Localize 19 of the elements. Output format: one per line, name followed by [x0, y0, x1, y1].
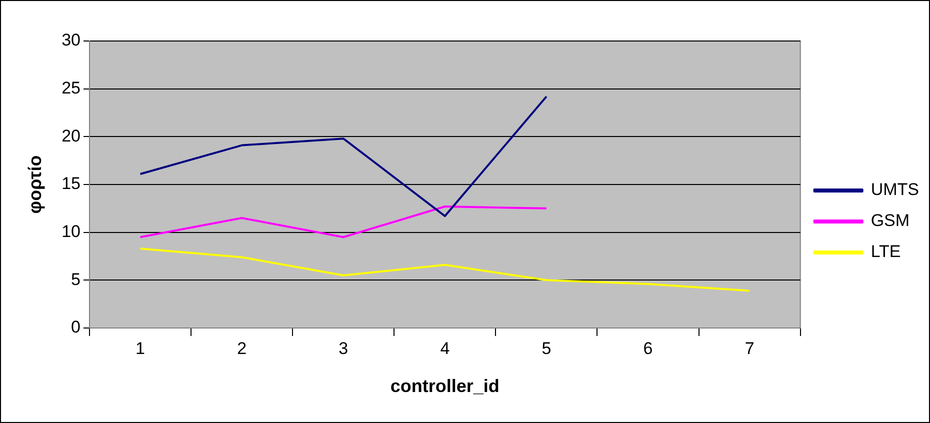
x-tick-label: 6	[643, 338, 653, 358]
x-tick-label: 3	[338, 338, 348, 358]
y-tick-label: 5	[71, 270, 81, 289]
x-tick-label: 4	[440, 338, 450, 358]
x-tick-label: 5	[542, 338, 552, 358]
x-tick-label: 1	[136, 338, 146, 358]
y-tick-label: 10	[62, 222, 81, 242]
x-axis-title: controller_id	[390, 376, 500, 396]
legend-label: LTE	[870, 242, 901, 262]
x-tick-label: 7	[744, 338, 754, 358]
legend-label: GSM	[870, 211, 910, 230]
y-tick-label: 15	[62, 174, 81, 194]
y-tick-label: 0	[71, 318, 81, 337]
y-tick-label: 20	[62, 126, 81, 146]
legend-label: UMTS	[870, 180, 920, 200]
y-tick-label: 25	[62, 78, 81, 98]
y-tick-label: 30	[62, 30, 81, 50]
x-tick-label: 2	[237, 338, 247, 358]
y-axis-title: φορτίο	[24, 155, 45, 214]
